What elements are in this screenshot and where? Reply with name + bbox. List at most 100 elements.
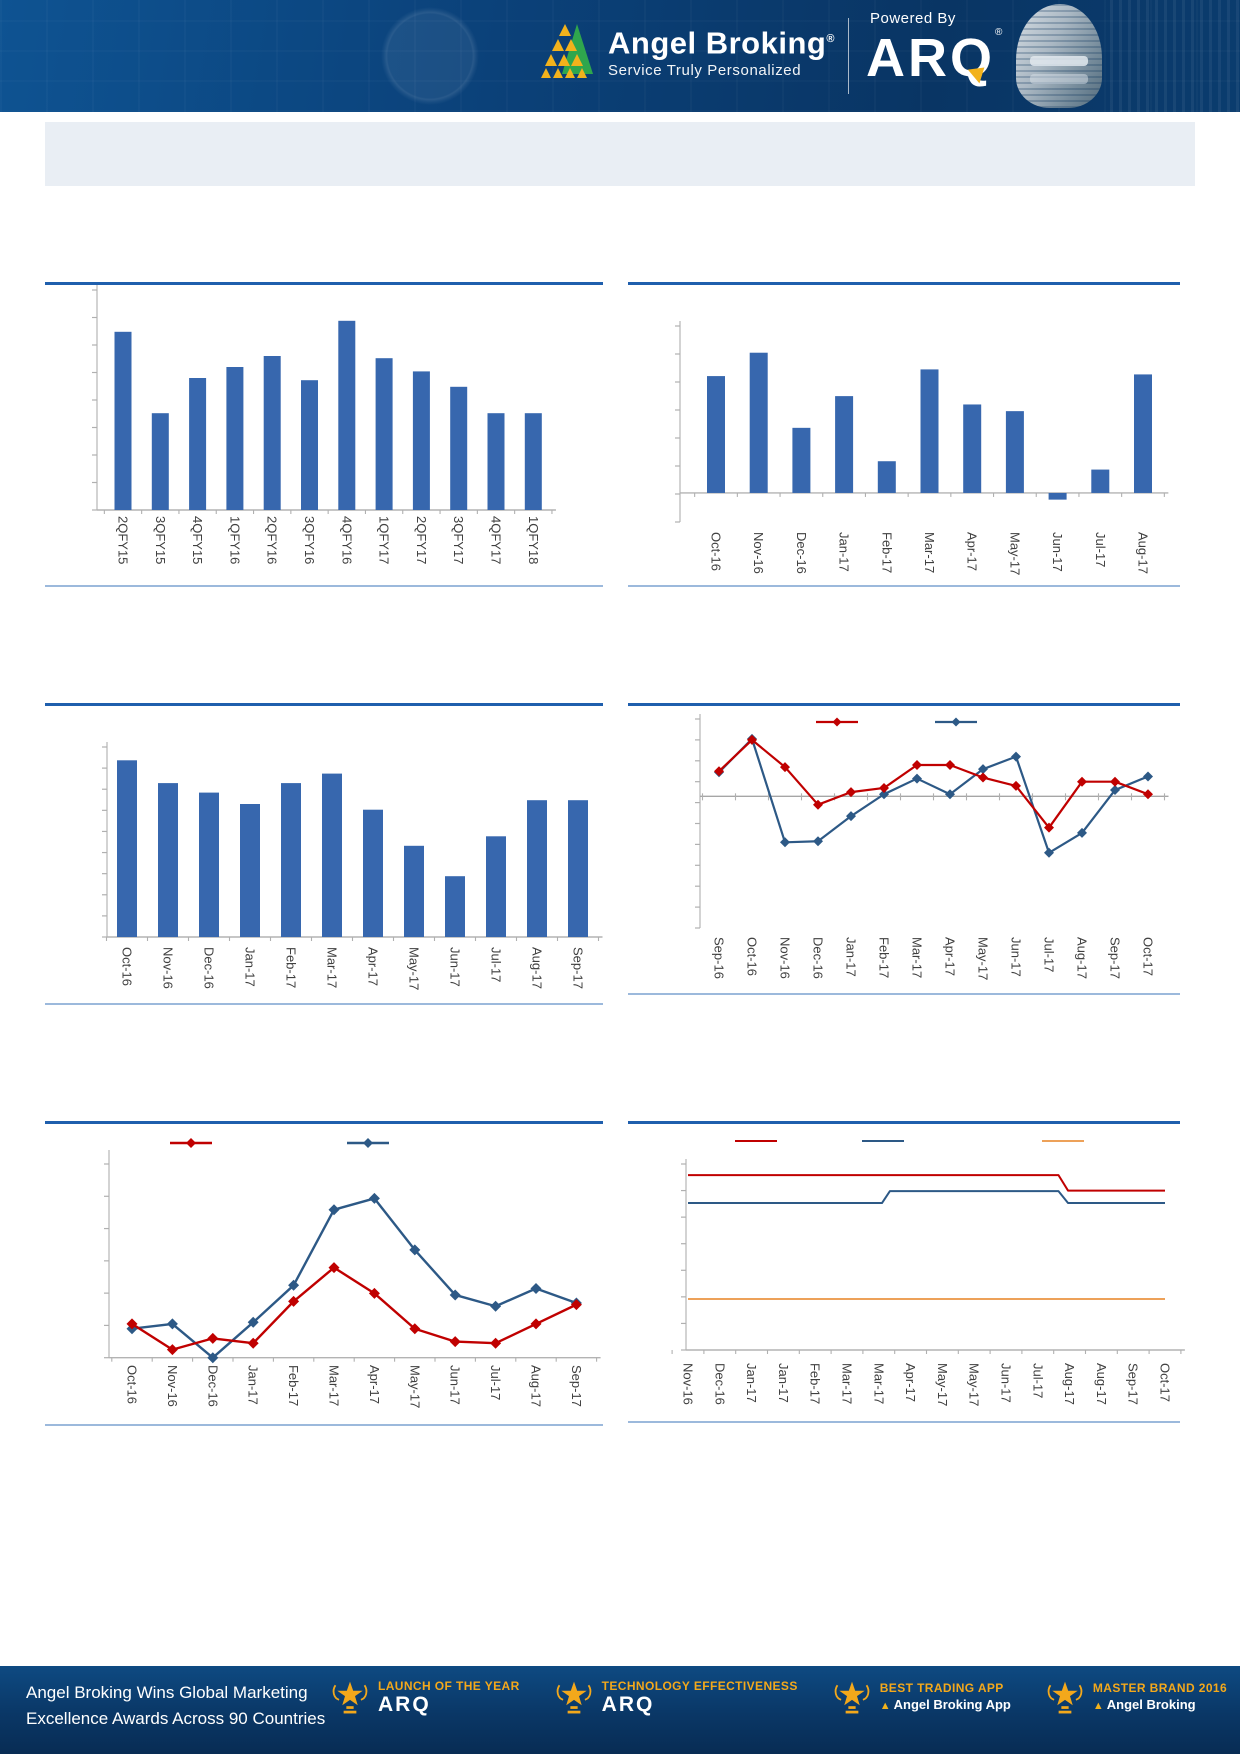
x-axis-label: Apr-17 xyxy=(367,1365,382,1404)
header: Angel Broking® Service Truly Personalize… xyxy=(0,0,1240,112)
x-axis-label: 4QFY15 xyxy=(190,516,205,564)
data-point-marker xyxy=(1077,776,1087,787)
section-underline xyxy=(628,993,1180,995)
data-point-marker xyxy=(780,762,790,773)
award-brand-arq-logo: ARQ xyxy=(378,1693,431,1716)
x-axis-label: Oct-17 xyxy=(1141,937,1156,976)
x-axis-label: 1QFY16 xyxy=(227,516,242,564)
data-point-marker xyxy=(747,734,757,745)
data-point-marker xyxy=(879,789,889,800)
x-axis-label: Oct-16 xyxy=(745,937,760,976)
x-axis-label: Mar-17 xyxy=(840,1363,855,1404)
angel-mini-logo-icon: ▲ xyxy=(879,1699,891,1712)
x-axis-label: May-17 xyxy=(407,947,422,990)
bar xyxy=(963,404,982,493)
angel-mini-logo-icon: ▲ xyxy=(1092,1699,1104,1712)
data-point-marker xyxy=(409,1323,421,1335)
data-point-marker xyxy=(166,1344,178,1356)
award-brand-arq-logo: ARQ xyxy=(601,1693,655,1716)
header-right-texture xyxy=(1110,0,1240,112)
x-axis-label: Jun-17 xyxy=(1050,532,1065,572)
data-point-marker xyxy=(207,1352,219,1364)
x-axis-label: Apr-17 xyxy=(943,937,958,976)
registered-mark: ® xyxy=(826,33,835,45)
x-axis-label: Nov-16 xyxy=(165,1365,180,1407)
trophy-icon xyxy=(332,1681,368,1714)
x-axis-label: 1QFY18 xyxy=(526,516,541,564)
arq-logo-block: Powered By ARQ® xyxy=(866,10,1026,89)
data-point-marker xyxy=(1110,785,1120,796)
data-point-marker xyxy=(530,1283,542,1295)
data-point-marker xyxy=(1044,847,1054,858)
x-axis-label: Feb-17 xyxy=(877,937,892,978)
footer: Angel Broking Wins Global Marketing Exce… xyxy=(0,1666,1240,1754)
x-axis-label: Jun-17 xyxy=(1009,937,1024,977)
bar xyxy=(450,386,468,510)
x-axis-label: Mar-17 xyxy=(325,947,340,988)
x-axis-label: Aug-17 xyxy=(1062,1363,1077,1405)
data-point-marker xyxy=(166,1318,178,1330)
bar xyxy=(445,876,465,937)
monthly-bar-chart-2: Oct-16 Nov-16 Dec-16 Jan-17 Feb-17 Mar-17 Apr-… xyxy=(102,742,603,990)
x-axis-label: Feb-17 xyxy=(879,532,894,573)
x-axis-label: Jul-17 xyxy=(1042,937,1057,972)
data-point-marker xyxy=(912,773,922,784)
x-axis-label: Apr-17 xyxy=(366,947,381,986)
legend-swatch-marker xyxy=(363,1138,373,1148)
award-brand-angel-app: ▲ Angel Broking App xyxy=(879,1696,1011,1712)
bar xyxy=(792,427,811,493)
bar xyxy=(301,380,318,510)
data-point-marker xyxy=(879,782,889,793)
data-point-marker xyxy=(490,1337,502,1349)
section-divider xyxy=(45,282,603,285)
section-underline xyxy=(45,1003,603,1005)
x-axis-label: Jan-17 xyxy=(744,1363,759,1403)
chart-section-step-lines: Nov-16 Dec-16 Jan-17 Jan-17 Feb-17 Mar-17 Mar-… xyxy=(628,1108,1188,1453)
trophy-icon xyxy=(834,1681,870,1714)
data-point-marker xyxy=(780,837,790,848)
footer-headline-line1: Angel Broking Wins Global Marketing xyxy=(26,1683,308,1702)
legend-swatch-marker xyxy=(832,717,842,727)
chart-section-monthly-bars-2: Oct-16 Nov-16 Dec-16 Jan-17 Feb-17 Mar-17 Apr-… xyxy=(45,690,603,1020)
x-axis-label: Sep-17 xyxy=(1108,937,1123,979)
x-axis-label: Jan-17 xyxy=(844,937,859,977)
section-divider xyxy=(628,282,1180,285)
line-series xyxy=(131,1197,577,1359)
brand-logo-block: Angel Broking® Service Truly Personalize… xyxy=(540,14,835,88)
powered-by-label: Powered By xyxy=(870,10,956,27)
x-axis-label: Jul-17 xyxy=(488,1365,503,1400)
award-title: BEST TRADING APP xyxy=(879,1680,1004,1695)
data-point-marker xyxy=(368,1192,380,1204)
award-title: LAUNCH OF THE YEAR xyxy=(378,1679,520,1693)
line-series xyxy=(131,1266,577,1351)
x-axis-label: Mar-17 xyxy=(910,937,925,978)
data-point-marker xyxy=(945,759,955,770)
x-axis-label: 3QFY16 xyxy=(302,516,317,564)
arq-registered-mark: ® xyxy=(995,27,1003,38)
x-axis-label: Sep-17 xyxy=(571,947,586,989)
bar xyxy=(363,809,383,937)
data-point-marker xyxy=(449,1289,461,1301)
x-axis-label: May-17 xyxy=(935,1363,950,1406)
x-axis-label: Sep-17 xyxy=(569,1365,584,1407)
data-point-marker xyxy=(813,836,823,847)
award-title: TECHNOLOGY EFFECTIVENESS xyxy=(601,1679,798,1693)
bar xyxy=(524,413,542,510)
x-axis-label: Oct-16 xyxy=(709,532,724,571)
data-point-marker xyxy=(247,1337,259,1349)
x-axis-label: Apr-17 xyxy=(965,532,980,571)
award-item-best-trading-app: BEST TRADING APP ▲ Angel Broking App xyxy=(832,1678,1011,1718)
x-axis-label: May-17 xyxy=(407,1365,422,1408)
data-point-marker xyxy=(1143,771,1153,782)
x-axis-label: 3QFY17 xyxy=(451,516,466,564)
brand-title: Angel Broking® xyxy=(608,25,835,61)
section-divider xyxy=(45,703,603,706)
bar xyxy=(338,320,356,510)
x-axis-label: Nov-16 xyxy=(778,937,793,979)
line-series xyxy=(688,1174,1165,1192)
data-point-marker xyxy=(328,1204,340,1216)
x-axis-label: Jul-17 xyxy=(1030,1363,1045,1398)
bar xyxy=(281,783,301,937)
data-point-marker xyxy=(846,811,856,822)
